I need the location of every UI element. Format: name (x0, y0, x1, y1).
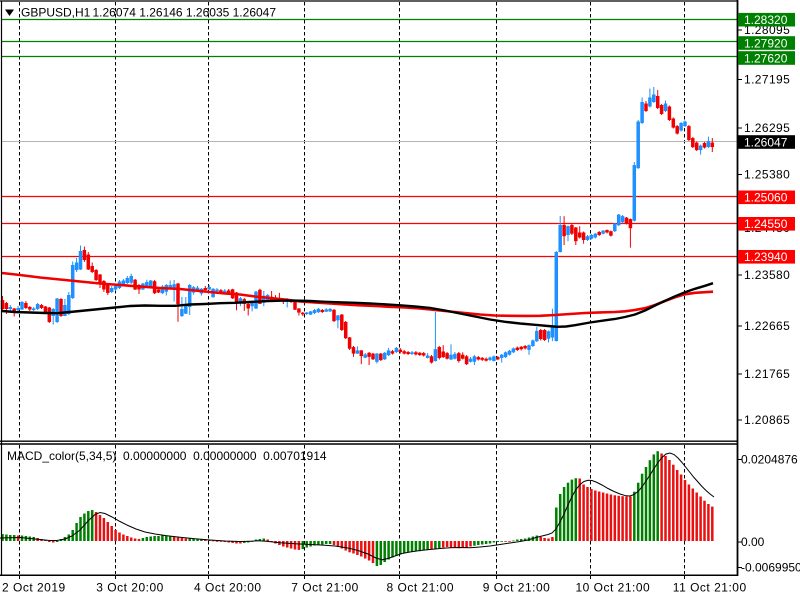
svg-text:1.20865: 1.20865 (744, 413, 790, 427)
svg-text:MACD_color(5,34,5) 0.00000000: MACD_color(5,34,5) 0.00000000 0.00000000… (7, 449, 327, 463)
svg-text:0.00: 0.00 (741, 535, 765, 549)
svg-text:1.26047: 1.26047 (744, 135, 788, 149)
svg-text:2 Oct 2019: 2 Oct 2019 (2, 581, 66, 595)
svg-text:0.0204876: 0.0204876 (741, 453, 798, 467)
svg-text:1.28095: 1.28095 (744, 23, 790, 37)
svg-text:1.27195: 1.27195 (744, 73, 790, 87)
svg-text:11 Oct 21:00: 11 Oct 21:00 (673, 581, 747, 595)
svg-text:1.28320: 1.28320 (744, 13, 788, 27)
svg-text:1.27920: 1.27920 (744, 36, 788, 50)
svg-text:1.27620: 1.27620 (744, 51, 788, 65)
svg-text:10 Oct 21:00: 10 Oct 21:00 (576, 581, 651, 595)
svg-text:1.26295: 1.26295 (744, 121, 790, 135)
svg-text:1.26074 1.26146 1.26035 1.2604: 1.26074 1.26146 1.26035 1.26047 (93, 5, 277, 19)
svg-text:7 Oct 21:00: 7 Oct 21:00 (291, 581, 359, 595)
svg-text:1.23940: 1.23940 (744, 250, 788, 264)
svg-text:-0.0069950: -0.0069950 (741, 561, 800, 575)
svg-text:1.21765: 1.21765 (744, 367, 790, 381)
svg-text:9 Oct 21:00: 9 Oct 21:00 (483, 581, 551, 595)
svg-text:4 Oct 20:00: 4 Oct 20:00 (194, 581, 262, 595)
svg-text:1.22665: 1.22665 (744, 319, 790, 333)
svg-text:GBPUSD,H1: GBPUSD,H1 (21, 5, 91, 19)
svg-text:1.25380: 1.25380 (744, 168, 790, 182)
svg-text:1.25060: 1.25060 (744, 191, 788, 205)
svg-text:1.23580: 1.23580 (744, 268, 790, 282)
svg-text:8 Oct 21:00: 8 Oct 21:00 (387, 581, 455, 595)
svg-text:3 Oct 20:00: 3 Oct 20:00 (96, 581, 164, 595)
svg-text:1.24550: 1.24550 (744, 217, 788, 231)
